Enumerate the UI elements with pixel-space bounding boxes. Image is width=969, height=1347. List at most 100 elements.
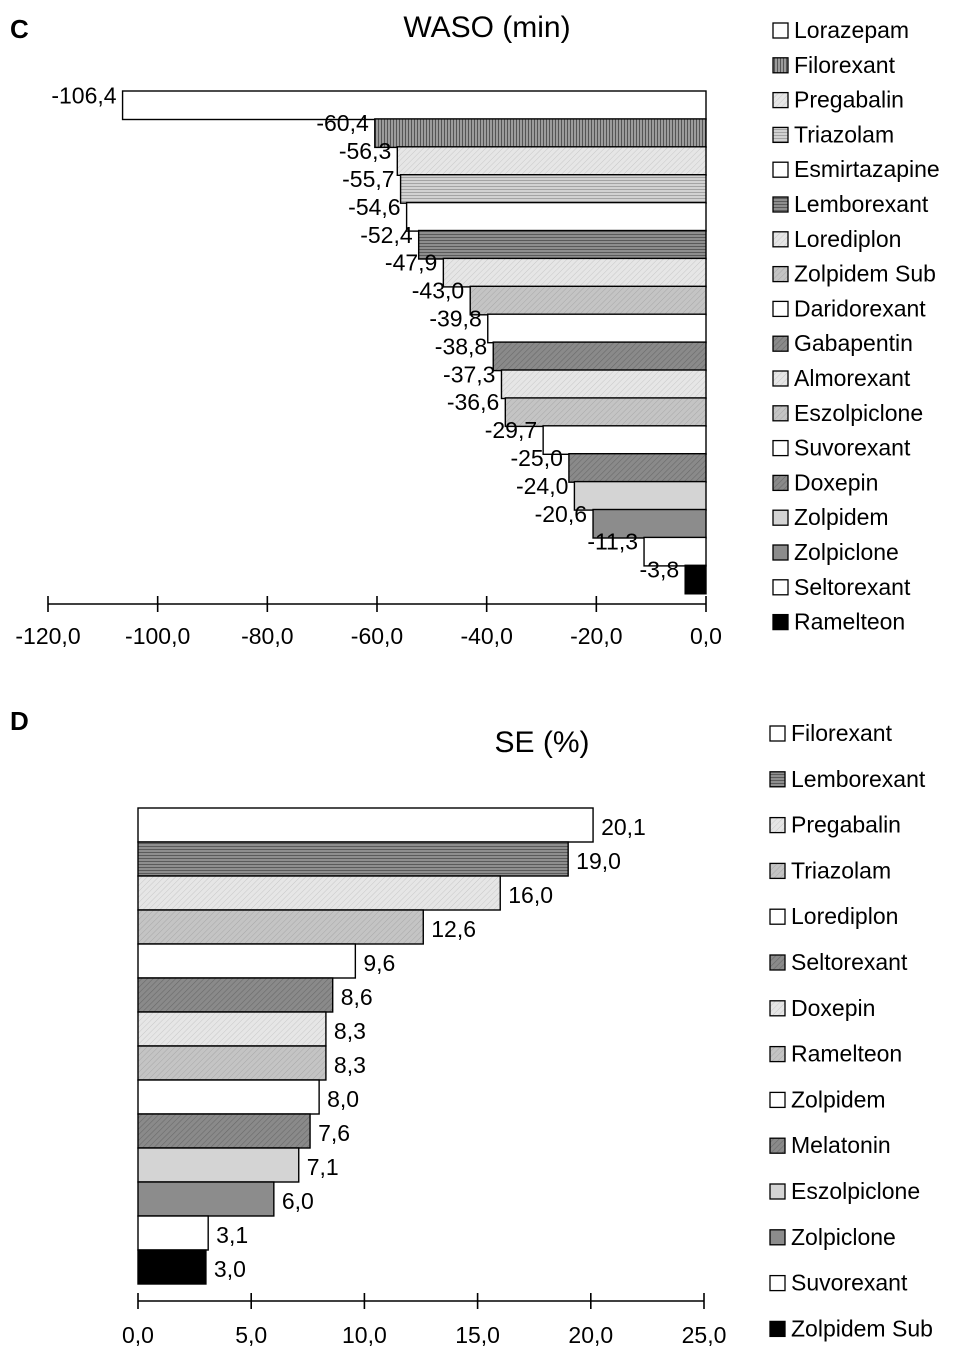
data-label: -29,7 <box>485 417 537 443</box>
bar-lemborexant <box>137 841 569 877</box>
chart-title: SE (%) <box>494 726 589 759</box>
legend-label: Zolpiclone <box>794 539 899 565</box>
legend-label: Lemborexant <box>791 766 926 792</box>
chart-title: WASO (min) <box>403 11 570 44</box>
legend-swatch <box>772 544 789 561</box>
data-label: -43,0 <box>412 278 464 304</box>
legend-label: Almorexant <box>794 365 911 391</box>
legend-label: Eszolpiclone <box>794 400 923 426</box>
x-tick-label: 0,0 <box>122 1322 154 1347</box>
data-label: 3,1 <box>216 1222 248 1248</box>
data-label: -60,4 <box>316 110 369 136</box>
x-tick-label: 0,0 <box>690 623 722 649</box>
bar-ramelteon <box>684 564 707 595</box>
legend-swatch <box>772 579 789 596</box>
data-label: 3,0 <box>214 1256 246 1282</box>
bar-zolpiclone <box>592 508 707 539</box>
data-label: 8,6 <box>341 984 373 1010</box>
legend-swatch <box>772 57 789 74</box>
legend-swatch <box>772 335 789 352</box>
legend-label: Zolpidem <box>794 504 889 530</box>
legend-swatch <box>772 161 789 178</box>
legend-swatch <box>772 91 789 109</box>
data-label: -39,8 <box>429 305 481 331</box>
x-tick-label: -80,0 <box>241 623 293 649</box>
legend-label: Ramelteon <box>794 609 905 635</box>
bar-seltorexant <box>137 977 334 1013</box>
legend-label: Seltorexant <box>791 949 908 975</box>
legend-swatch <box>772 22 789 39</box>
legend-swatch <box>769 1137 786 1154</box>
data-label: 16,0 <box>508 882 553 908</box>
bar-pregabalin <box>137 875 501 911</box>
legend-label: Lorediplon <box>791 903 898 929</box>
data-label: 6,0 <box>282 1188 314 1214</box>
x-tick-label: -120,0 <box>15 623 80 649</box>
chart-panel-d: 20,1 19,0 16,0 12,6 9,6 8,6 8,3 8,3 8,0 7,6 7,1 6,0… <box>122 720 933 1347</box>
legend-label: Suvorexant <box>794 435 911 461</box>
bar-zolpidem <box>137 1079 320 1115</box>
data-label: 20,1 <box>601 814 646 840</box>
legend-swatch <box>769 1320 786 1338</box>
bar-eszolpiclone <box>137 1147 300 1183</box>
legend-swatch <box>769 1000 786 1017</box>
legend-swatch <box>769 1274 786 1292</box>
legend-label: Zolpiclone <box>791 1224 896 1250</box>
legend-swatch <box>769 1229 786 1246</box>
bar-zolpidem-sub <box>469 285 707 316</box>
legend-label: Eszolpiclone <box>791 1178 920 1204</box>
data-label: 7,1 <box>307 1154 339 1180</box>
data-label: 9,6 <box>363 950 395 976</box>
legend-swatch <box>772 405 789 422</box>
legend-label: Gabapentin <box>794 330 913 356</box>
legend-swatch <box>769 1045 786 1063</box>
data-label: -3,8 <box>640 557 680 583</box>
data-label: 7,6 <box>318 1120 350 1146</box>
legend-label: Doxepin <box>791 995 875 1021</box>
data-label: 12,6 <box>431 916 476 942</box>
data-label: -20,6 <box>535 501 587 527</box>
data-label: -54,6 <box>348 194 400 220</box>
x-tick-label: 10,0 <box>342 1322 387 1347</box>
legend-swatch <box>772 613 789 631</box>
legend-swatch <box>769 954 786 971</box>
bar-triazolam <box>399 173 707 204</box>
chart-panel-c: -106,4 -60,4-56,3-55,7-54,6-52,4-47,9-43,… <box>15 17 939 649</box>
data-label: -24,0 <box>516 473 568 499</box>
bar-melatonin <box>137 1113 311 1149</box>
legend-label: Filorexant <box>791 720 893 746</box>
bar-daridorexant <box>487 313 707 344</box>
legend-label: Pregabalin <box>791 812 901 838</box>
legend-swatch <box>769 1091 786 1109</box>
bar-lorediplon <box>137 943 357 979</box>
data-label: -25,0 <box>510 445 562 471</box>
data-label: -11,3 <box>587 529 638 555</box>
bar-suvorexant <box>542 425 707 455</box>
x-tick-label: -40,0 <box>460 623 512 649</box>
bar-doxepin <box>137 1011 327 1047</box>
bar-ramelteon <box>137 1045 327 1081</box>
legend-swatch <box>769 816 786 834</box>
legend-label: Zolpidem <box>791 1086 886 1112</box>
bar-zolpiclone <box>137 1181 275 1217</box>
panel-letter-c: C <box>10 14 29 44</box>
bar-lemborexant <box>417 229 707 260</box>
data-label: -55,7 <box>342 166 394 192</box>
legend-swatch <box>769 771 786 788</box>
legend-label: Zolpidem Sub <box>794 261 936 287</box>
legend-swatch <box>769 862 786 880</box>
bar-eszolpiclone <box>504 397 707 428</box>
bar-gabapentin <box>492 341 707 372</box>
legend-label: Triazolam <box>794 121 894 147</box>
panel-letter-d: D <box>10 706 29 736</box>
legend-swatch <box>769 908 786 925</box>
legend-label: Pregabalin <box>794 87 904 113</box>
legend-swatch <box>772 196 789 213</box>
bar-esmirtazapine <box>405 201 707 232</box>
x-tick-label: 25,0 <box>682 1322 727 1347</box>
data-label: 8,3 <box>334 1018 366 1044</box>
legend-swatch <box>769 1183 786 1200</box>
bar-filorexant <box>137 807 594 843</box>
x-tick-label: -100,0 <box>125 623 190 649</box>
